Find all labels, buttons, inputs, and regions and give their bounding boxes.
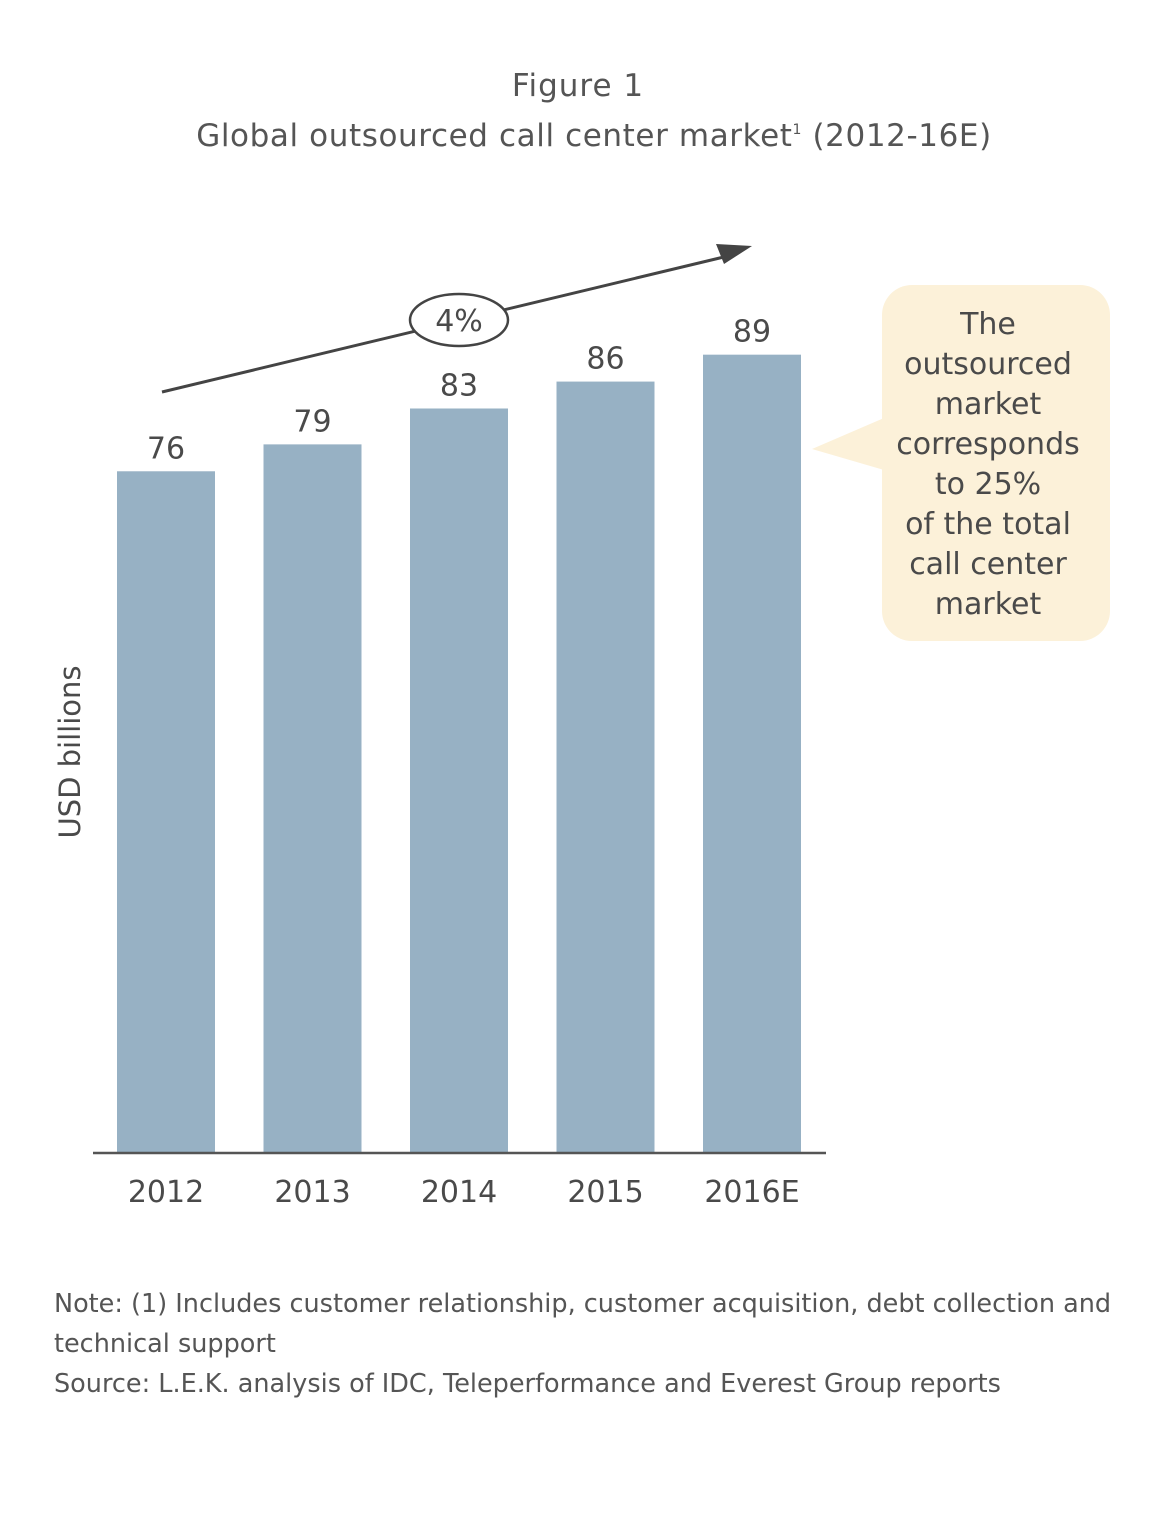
bar-2015: [556, 381, 655, 1154]
growth-rate-label: 4%: [435, 304, 483, 339]
title-footnote-mark: 1: [792, 122, 803, 138]
bar-2016E: [703, 354, 801, 1153]
x-tick-label-2015: 2015: [567, 1175, 643, 1210]
y-axis-label: USD billions: [53, 665, 87, 839]
data-label-2013: 79: [293, 404, 331, 439]
callout-box: [882, 285, 1110, 641]
x-tick-label-2016E: 2016E: [704, 1175, 799, 1210]
callout-line: market: [934, 587, 1042, 622]
callout-line: to 25%: [934, 467, 1042, 502]
data-label-2012: 76: [147, 431, 185, 466]
callout-line: corresponds: [896, 427, 1080, 462]
footnotes: Note: (1) Includes customer relationship…: [54, 1284, 1114, 1404]
callout-line: outsourced: [904, 347, 1072, 382]
callout-pointer: [812, 418, 884, 470]
data-label-2015: 86: [586, 342, 624, 377]
source-text: Source: L.E.K. analysis of IDC, Teleperf…: [54, 1369, 1001, 1399]
x-tick-label-2013: 2013: [274, 1175, 350, 1210]
callout-line: market: [934, 387, 1042, 422]
bar-2014: [410, 408, 508, 1153]
bar-2013: [263, 444, 362, 1153]
data-label-2016E: 89: [733, 315, 771, 350]
note-text: Note: (1) Includes customer relationship…: [54, 1289, 1112, 1359]
callout-line: The: [960, 307, 1016, 342]
callout-line: call center: [909, 547, 1067, 582]
data-label-2014: 83: [440, 368, 478, 403]
growth-arrow-head: [716, 244, 752, 264]
bar-2012: [117, 471, 215, 1153]
x-tick-label-2012: 2012: [128, 1175, 204, 1210]
figure-label: Figure 1: [511, 68, 645, 104]
title-text: Global outsourced call center market: [196, 118, 793, 154]
x-tick-label-2014: 2014: [421, 1175, 497, 1210]
callout-line: of the total: [905, 507, 1071, 542]
callout-text: The outsourced market corresponds to 25% of t…: [882, 305, 1094, 625]
growth-rate-ellipse: [408, 292, 510, 348]
chart-title: Global outsourced call center market1 (2…: [0, 118, 1156, 154]
title-suffix: (2012-16E): [802, 118, 992, 154]
